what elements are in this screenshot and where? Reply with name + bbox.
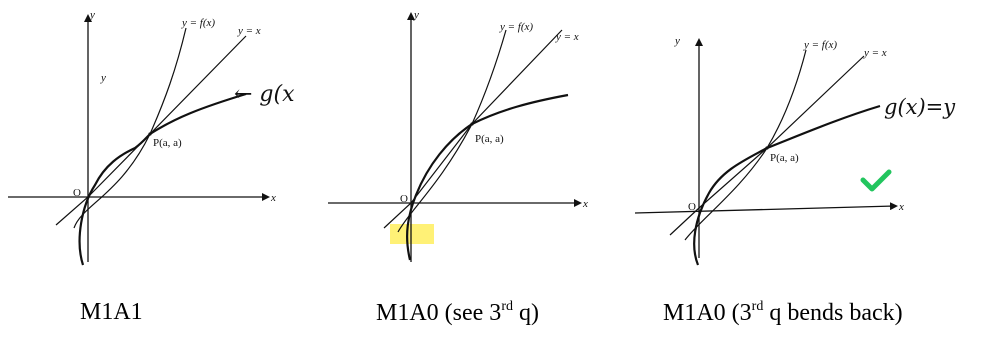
point-p-label: P(a, a) (770, 152, 799, 164)
point-p-label: P(a, a) (153, 137, 182, 149)
line-y-equals-x-label: y = x (863, 47, 887, 59)
check-icon (860, 169, 892, 192)
caption-3-after: q bends back) (763, 300, 903, 326)
point-p (765, 146, 769, 150)
caption-3-sup: rd (751, 299, 764, 314)
curve-f-label: y = f(x) (499, 21, 533, 33)
curve-g (78, 92, 247, 266)
y-axis-label: y (674, 35, 680, 47)
caption-2-main: M1A0 (see 3 (376, 300, 502, 326)
line-y-equals-x-label: y = x (555, 31, 579, 43)
caption-2-after: q) (512, 300, 539, 326)
curve-g (406, 93, 569, 261)
origin-label: O (73, 187, 81, 199)
line-y-equals-x (669, 55, 865, 236)
panel-3: y x O y = x y = f(x) g(x)=y P(a, a) (634, 35, 956, 266)
point-p (470, 122, 474, 126)
line-y-equals-x (55, 35, 247, 226)
caption-3-main: M1A0 (3 (663, 300, 752, 326)
g-annotation: g(x)=y (884, 95, 956, 119)
point-p-label: P(a, a) (475, 133, 504, 145)
caption-2-sup: rd (501, 299, 513, 314)
caption-1: M1A1 (80, 300, 143, 324)
origin-label: O (688, 201, 696, 213)
point-p (148, 132, 152, 136)
panel-1: y x y O y = x y = f(x) ← g(x P(a, a) (8, 9, 295, 266)
curve-f-label: y = f(x) (181, 17, 215, 29)
y-axis-label: y (413, 9, 419, 21)
origin-label: O (400, 193, 408, 205)
panel-2: y x O y = x y = f(x) P(a, a) (328, 9, 588, 262)
g-annotation: ← g(x (234, 82, 295, 107)
x-axis-label: x (582, 198, 588, 210)
y-axis-label: y (89, 9, 95, 21)
curve-f-label: y = f(x) (803, 39, 837, 51)
curve-f (73, 27, 187, 229)
curve-g (693, 104, 881, 266)
caption-1-main: M1A1 (80, 299, 143, 325)
y-axis-tick-label: y (100, 72, 106, 84)
x-axis-label: x (270, 192, 276, 204)
highlight-mark (390, 224, 434, 244)
caption-2: M1A0 (see 3rd q) (376, 299, 539, 326)
x-axis (634, 202, 898, 214)
caption-3: M1A0 (3rd q bends back) (663, 299, 903, 326)
line-y-equals-x-label: y = x (237, 25, 261, 37)
x-axis-label: x (898, 201, 904, 213)
line-y-equals-x (383, 29, 563, 229)
